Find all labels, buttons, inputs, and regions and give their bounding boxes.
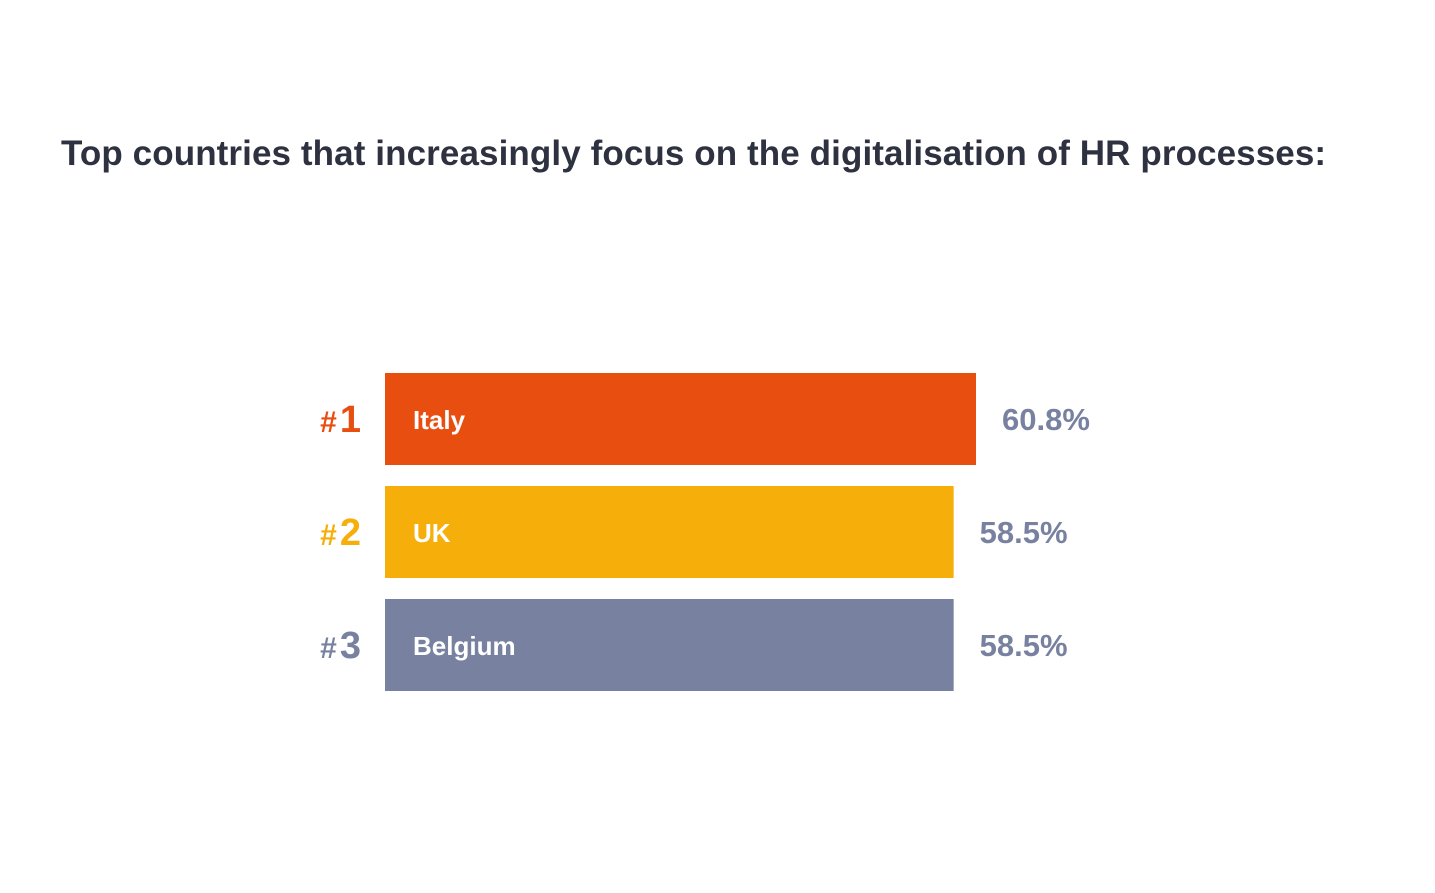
- bar-category-label: Belgium: [413, 631, 516, 661]
- rank-label: #1: [320, 399, 361, 441]
- bar: [385, 373, 976, 465]
- bar-value-label: 60.8%: [1002, 402, 1090, 437]
- bar: [385, 486, 954, 578]
- rank-label: #3: [320, 625, 361, 667]
- bar-value-label: 58.5%: [980, 515, 1068, 550]
- rank-number: 1: [340, 399, 361, 441]
- bar-category-label: UK: [413, 518, 451, 548]
- rank-number: 3: [340, 625, 361, 667]
- bar-value-label: 58.5%: [980, 628, 1068, 663]
- rank-hash: #: [320, 519, 337, 552]
- bar-row-belgium: #3 Belgium 58.5%: [320, 599, 1068, 691]
- chart-title: Top countries that increasingly focus on…: [61, 134, 1327, 173]
- bar-row-italy: #1 Italy 60.8%: [320, 373, 1090, 465]
- rank-label: #2: [320, 512, 361, 554]
- rank-hash: #: [320, 632, 337, 665]
- rank-number: 2: [340, 512, 361, 554]
- bar-category-label: Italy: [413, 405, 466, 435]
- bar-row-uk: #2 UK 58.5%: [320, 486, 1068, 578]
- bar: [385, 599, 954, 691]
- rank-hash: #: [320, 406, 337, 439]
